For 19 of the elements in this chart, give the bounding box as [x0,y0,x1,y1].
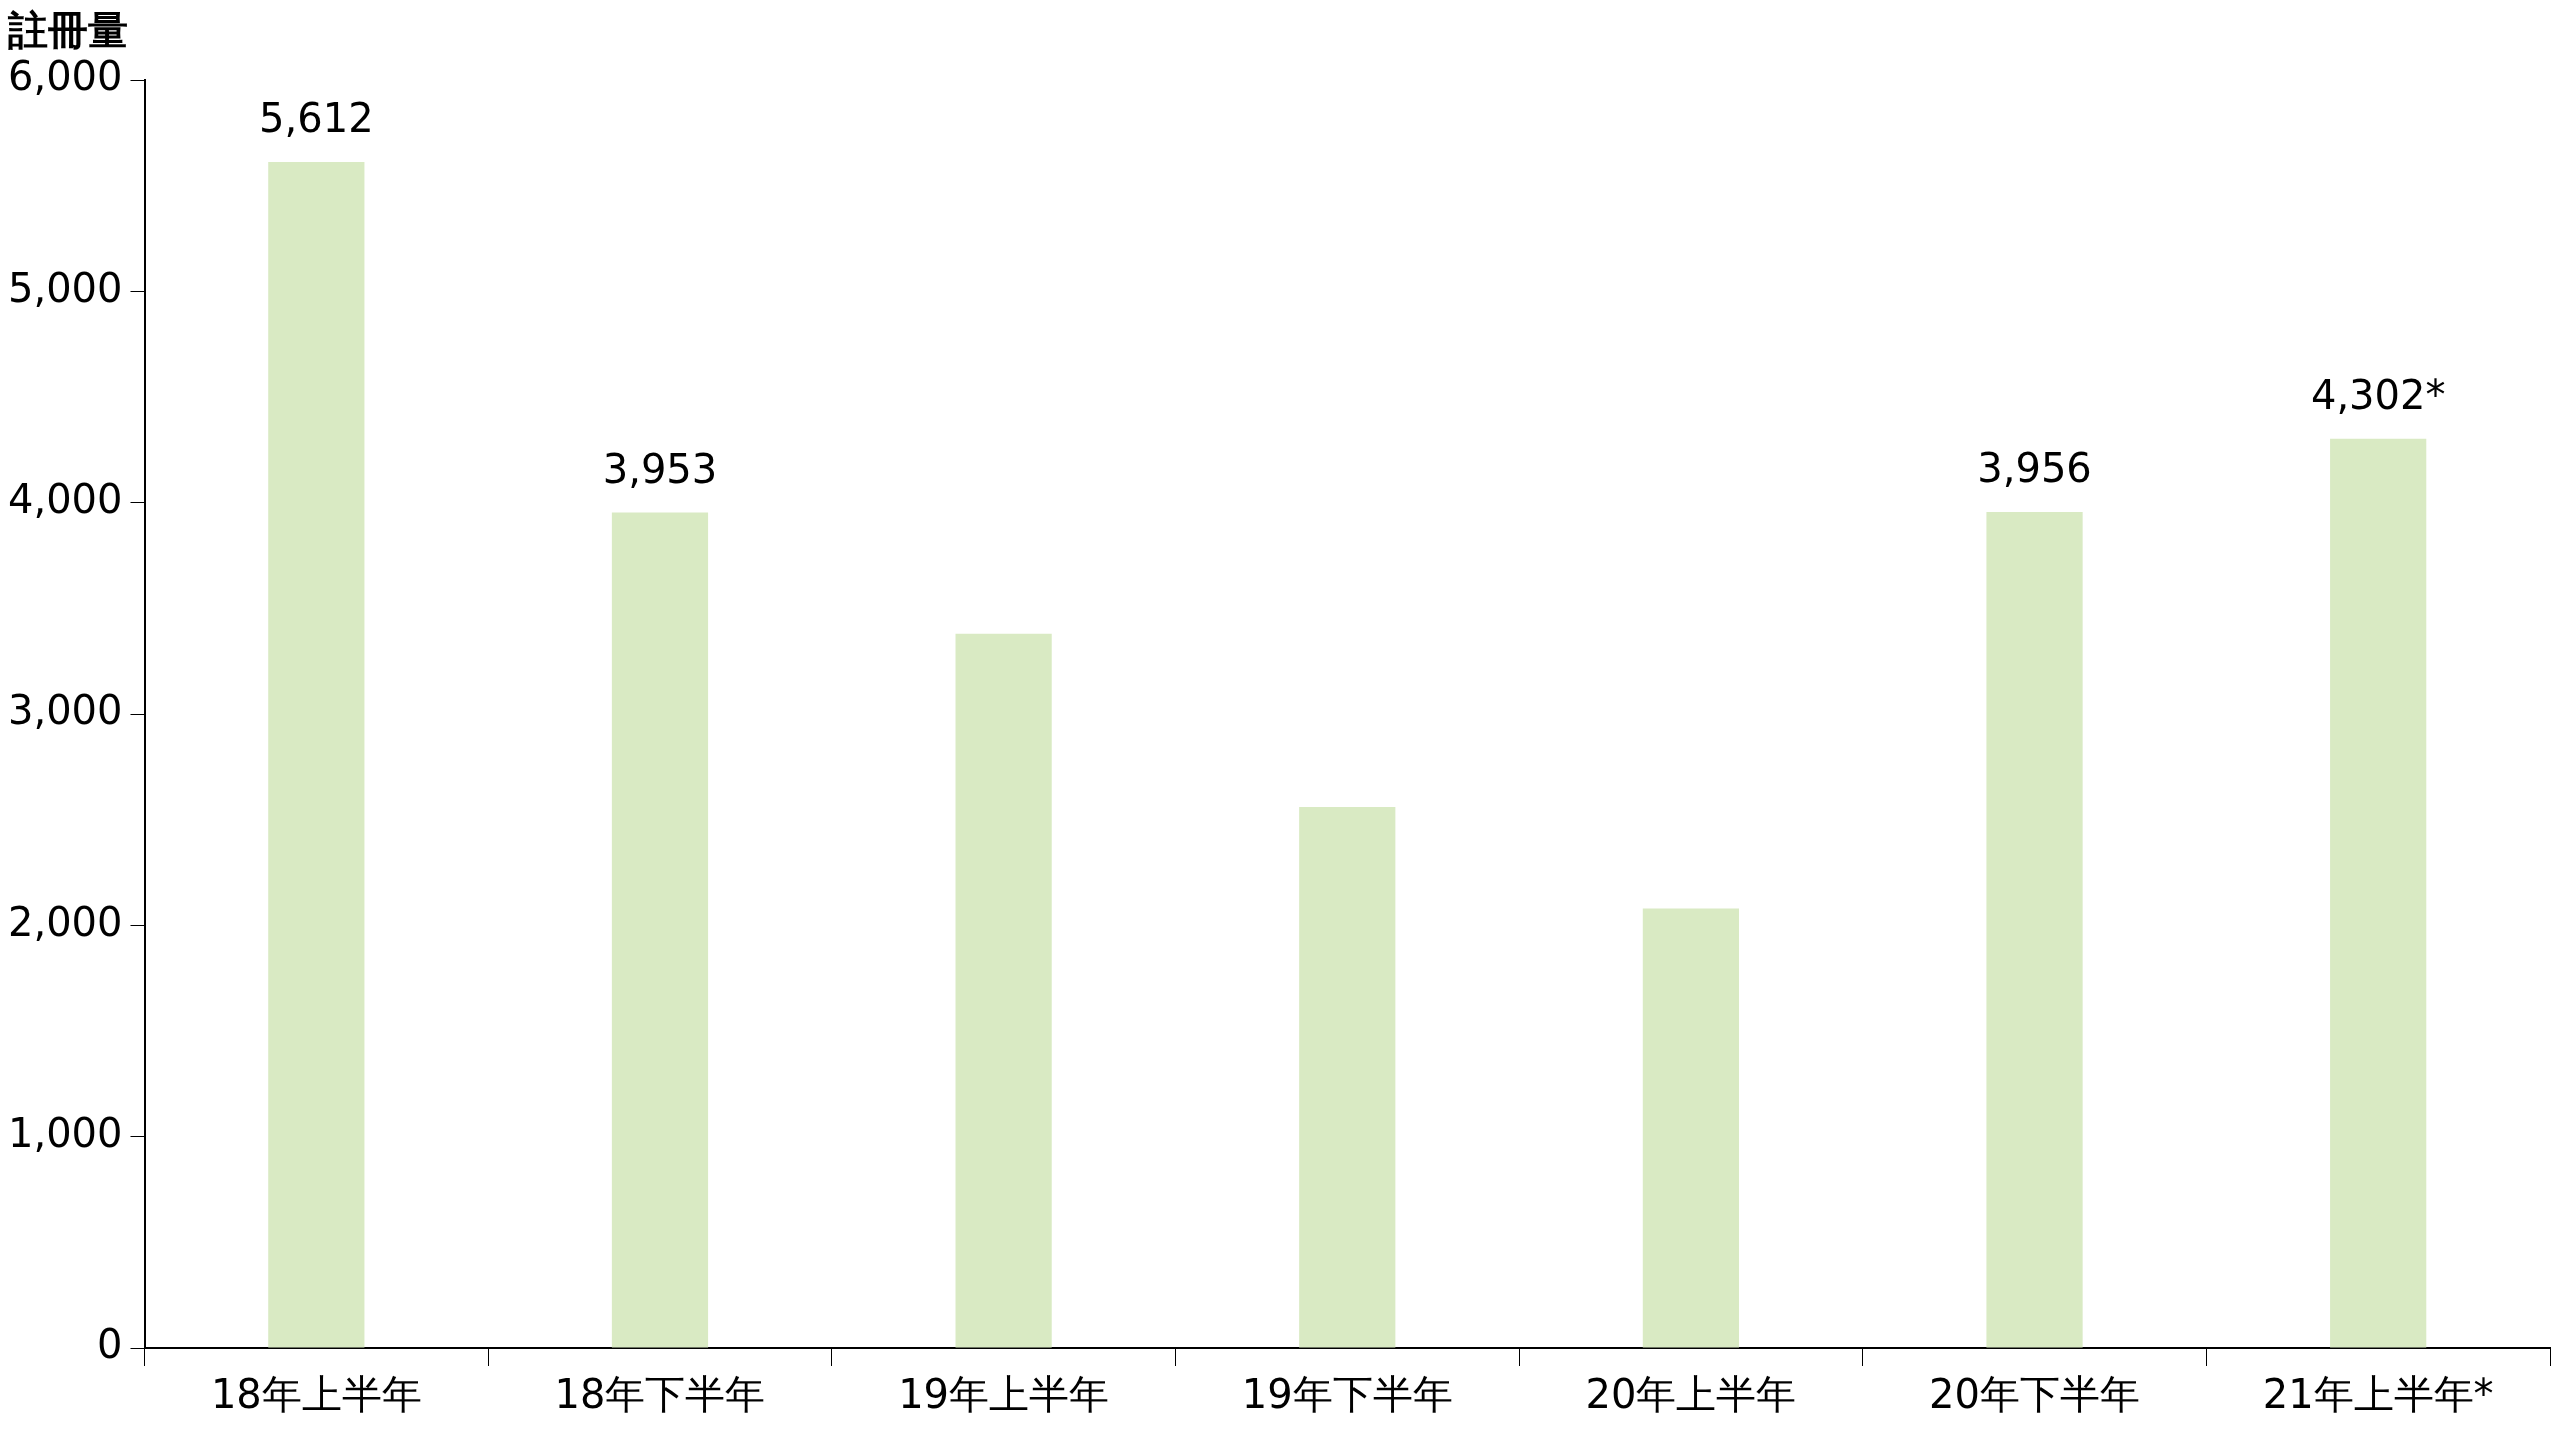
data-label: 4,302* [2310,372,2446,419]
x-tick-label: 21年上半年* [2262,1371,2494,1418]
y-tick-label: 4,000 [8,476,123,523]
y-tick-label: 5,000 [8,264,123,311]
data-label: 3,953 [602,445,718,492]
y-axis-title: 註冊量 [7,7,128,54]
x-tick-label: 20年上半年 [1585,1371,1797,1418]
x-tick-label: 18年上半年 [210,1371,422,1418]
x-tick-label: 18年下半年 [554,1371,766,1418]
x-tick-label: 20年下半年 [1929,1371,2140,1418]
data-label: 3,956 [1977,445,2092,492]
y-tick-label: 2,000 [8,898,123,945]
x-tick-label: 19年下半年 [1241,1371,1453,1418]
x-tick-label: 19年上半年 [898,1371,1110,1418]
y-tick-label: 0 [97,1321,123,1368]
y-tick-label: 6,000 [8,53,123,100]
data-label: 5,612 [259,95,374,142]
y-tick-label: 1,000 [8,1110,123,1157]
y-tick-label: 3,000 [8,687,123,734]
